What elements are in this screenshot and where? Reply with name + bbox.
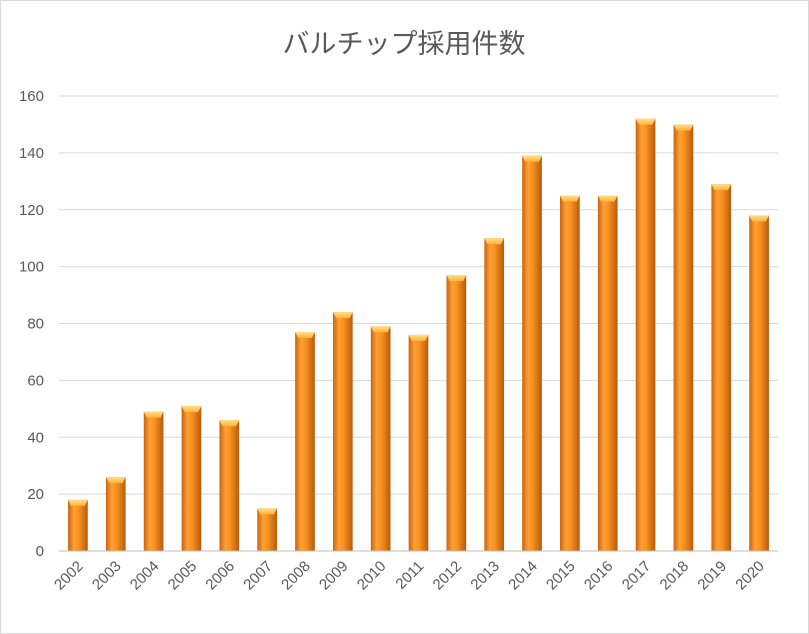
bar-2008 <box>295 332 315 551</box>
y-tick-label: 140 <box>19 145 44 162</box>
y-tick-label: 0 <box>36 543 44 560</box>
bar <box>143 411 164 551</box>
bar-2009 <box>332 312 353 551</box>
y-tick-label: 20 <box>27 486 44 503</box>
bar-2006 <box>219 420 240 551</box>
x-tick-label: 2002 <box>51 558 87 594</box>
y-tick-label: 60 <box>27 372 44 389</box>
x-tick-label: 2017 <box>619 558 655 594</box>
x-tick-label: 2012 <box>430 558 466 594</box>
bar <box>181 405 202 551</box>
x-tick-label: 2008 <box>278 558 314 594</box>
bar-cap <box>673 124 694 131</box>
bar-cap <box>370 326 391 333</box>
bar <box>446 275 467 551</box>
bar-2007 <box>257 508 277 551</box>
x-tick-label: 2009 <box>316 558 352 594</box>
x-tick-label: 2003 <box>89 558 125 594</box>
x-tick-label: 2013 <box>467 558 503 594</box>
bar-cap <box>711 184 732 191</box>
bar <box>408 334 429 551</box>
bar-cap <box>295 332 315 339</box>
bar <box>257 508 277 551</box>
bar <box>105 477 126 551</box>
bar <box>370 326 391 551</box>
bar-cap <box>219 420 240 427</box>
bar-cap <box>332 312 353 319</box>
x-tick-label: 2004 <box>127 558 163 594</box>
bars <box>68 118 769 551</box>
bar <box>295 332 315 551</box>
bar-cap <box>68 499 88 506</box>
x-tick-label: 2011 <box>392 558 427 593</box>
x-tick-label: 2005 <box>165 558 201 594</box>
bar-2003 <box>105 477 126 551</box>
gridlines <box>59 95 778 495</box>
y-tick-label: 100 <box>19 259 44 276</box>
x-tick-label: 2020 <box>732 558 768 594</box>
bar <box>332 312 353 551</box>
y-tick-label: 40 <box>27 429 44 446</box>
bar <box>560 195 580 551</box>
bar-cap <box>635 118 656 125</box>
bar-cap <box>143 411 164 418</box>
bar-cap <box>408 334 429 341</box>
bar <box>597 195 618 551</box>
chart-title: バルチップ採用件数 <box>283 29 526 60</box>
bar <box>219 420 240 551</box>
y-axis-tick-labels: 0 20 40 60 80 100 120 140 160 <box>19 88 44 560</box>
bar <box>711 184 732 551</box>
bar-2013 <box>484 238 505 551</box>
bar-2004 <box>143 411 164 551</box>
x-tick-label: 2007 <box>240 558 276 594</box>
bar-2015 <box>560 195 580 551</box>
bar-2018 <box>673 124 694 551</box>
bar <box>635 118 656 551</box>
bar-cap <box>484 238 505 245</box>
bar-2019 <box>711 184 732 551</box>
bar-cap <box>749 215 769 222</box>
x-axis-tick-labels: 2002 2003 2004 2005 2006 2007 2008 2009 2010 2011… <box>51 558 768 594</box>
x-tick-label: 2014 <box>505 558 541 594</box>
bar-2014 <box>522 155 542 551</box>
bar-2010 <box>370 326 391 551</box>
bar <box>749 215 769 551</box>
bar-2012 <box>446 275 467 551</box>
x-tick-label: 2006 <box>202 558 238 594</box>
bar-cap <box>446 275 467 282</box>
bar-2016 <box>597 195 618 551</box>
bar-2011 <box>408 334 429 551</box>
x-tick-label: 2015 <box>543 558 579 594</box>
x-tick-label: 2019 <box>694 558 730 594</box>
bar-cap <box>105 477 126 484</box>
y-tick-label: 80 <box>27 316 44 333</box>
bar-cap <box>257 508 277 515</box>
bar-cap <box>597 195 618 202</box>
bar-2017 <box>635 118 656 551</box>
bar <box>673 124 694 551</box>
bar-cap <box>560 195 580 202</box>
bar <box>484 238 505 551</box>
x-tick-label: 2016 <box>581 558 617 594</box>
x-tick-label: 2010 <box>354 558 390 594</box>
bar <box>68 499 88 551</box>
x-tick-label: 2018 <box>657 558 693 594</box>
bar-2005 <box>181 405 202 551</box>
bar-2002 <box>68 499 88 551</box>
y-tick-label: 160 <box>19 88 44 105</box>
y-tick-label: 120 <box>19 202 44 219</box>
bar-cap <box>522 155 542 162</box>
bar <box>522 155 542 551</box>
bar-cap <box>181 405 202 412</box>
bar-2020 <box>749 215 769 551</box>
